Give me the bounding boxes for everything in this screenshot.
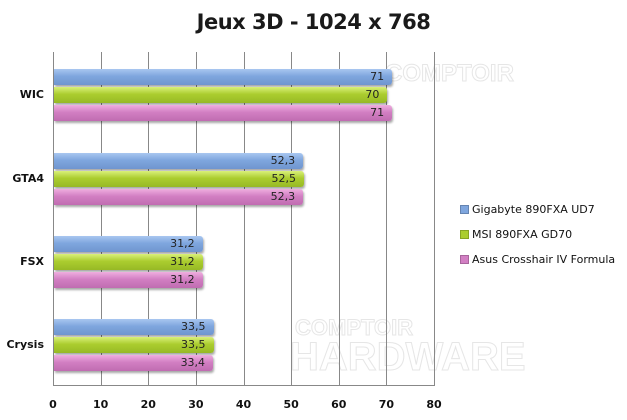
plot-area — [53, 52, 435, 386]
watermark: HARDWARE — [290, 335, 527, 380]
bar: 33,4 — [54, 355, 214, 371]
x-tick-label: 30 — [188, 398, 204, 411]
bar: 71 — [54, 69, 393, 85]
x-tick-label: 10 — [92, 398, 109, 411]
x-tick-label: 60 — [331, 398, 347, 411]
x-tick-label: 0 — [49, 398, 57, 411]
bar: 71 — [54, 105, 393, 121]
bar-value-label: 33,5 — [181, 338, 206, 351]
gridline — [243, 52, 245, 385]
gridline — [195, 52, 197, 385]
bar: 52,5 — [54, 171, 305, 187]
bar-value-label: 52,3 — [270, 190, 296, 203]
bar: 33,5 — [54, 319, 214, 335]
watermark: COMPTOIR — [385, 60, 515, 88]
gridline — [100, 52, 102, 385]
bar: 31,2 — [54, 272, 203, 288]
legend-item: MSI 890FXA GD70 — [460, 222, 615, 247]
legend-label: Gigabyte 890FXA UD7 — [472, 203, 595, 216]
bar-value-label: 33,5 — [181, 320, 206, 333]
gridline — [148, 52, 150, 385]
gridline — [434, 52, 435, 385]
category-label: WIC — [19, 88, 44, 101]
chart-title: Jeux 3D - 1024 x 768 — [196, 10, 431, 34]
bar: 52,3 — [54, 189, 304, 205]
x-tick-label: 70 — [378, 398, 395, 411]
gridline — [338, 52, 340, 385]
gridline — [291, 52, 293, 385]
bar: 52,3 — [54, 153, 304, 169]
bar: 31,2 — [54, 236, 203, 252]
legend: Gigabyte 890FXA UD7 MSI 890FXA GD70 Asus C… — [460, 197, 615, 272]
category-label: Crysis — [6, 338, 44, 351]
x-tick-label: 20 — [140, 398, 156, 411]
legend-swatch-icon — [460, 230, 469, 239]
bar-value-label: 33,4 — [180, 356, 206, 369]
legend-item: Gigabyte 890FXA UD7 — [460, 197, 615, 222]
legend-swatch-icon — [460, 255, 469, 264]
x-tick-label: 80 — [426, 398, 442, 411]
legend-label: Asus Crosshair IV Formula — [472, 253, 616, 266]
bar-value-label: 52,3 — [270, 154, 296, 167]
bar: 33,5 — [54, 337, 214, 353]
bar-value-label: 70 — [365, 88, 380, 101]
bar-value-label: 71 — [370, 70, 385, 83]
bar-value-label: 31,2 — [170, 273, 195, 286]
legend-swatch-icon — [460, 205, 469, 214]
bar-value-label: 31,2 — [170, 255, 195, 268]
bar-value-label: 71 — [370, 106, 385, 119]
bar: 70 — [54, 87, 388, 103]
bar-value-label: 31,2 — [170, 237, 195, 250]
x-tick-label: 50 — [283, 398, 299, 411]
bar-value-label: 52,5 — [271, 172, 297, 185]
legend-label: MSI 890FXA GD70 — [472, 228, 573, 241]
legend-item: Asus Crosshair IV Formula — [460, 247, 615, 272]
x-tick-label: 40 — [235, 398, 252, 411]
gridline — [386, 52, 388, 385]
watermark: COMPTOIR — [294, 315, 414, 341]
category-label: FSX — [20, 255, 44, 268]
bar: 31,2 — [54, 254, 203, 270]
category-label: GTA4 — [12, 172, 44, 185]
